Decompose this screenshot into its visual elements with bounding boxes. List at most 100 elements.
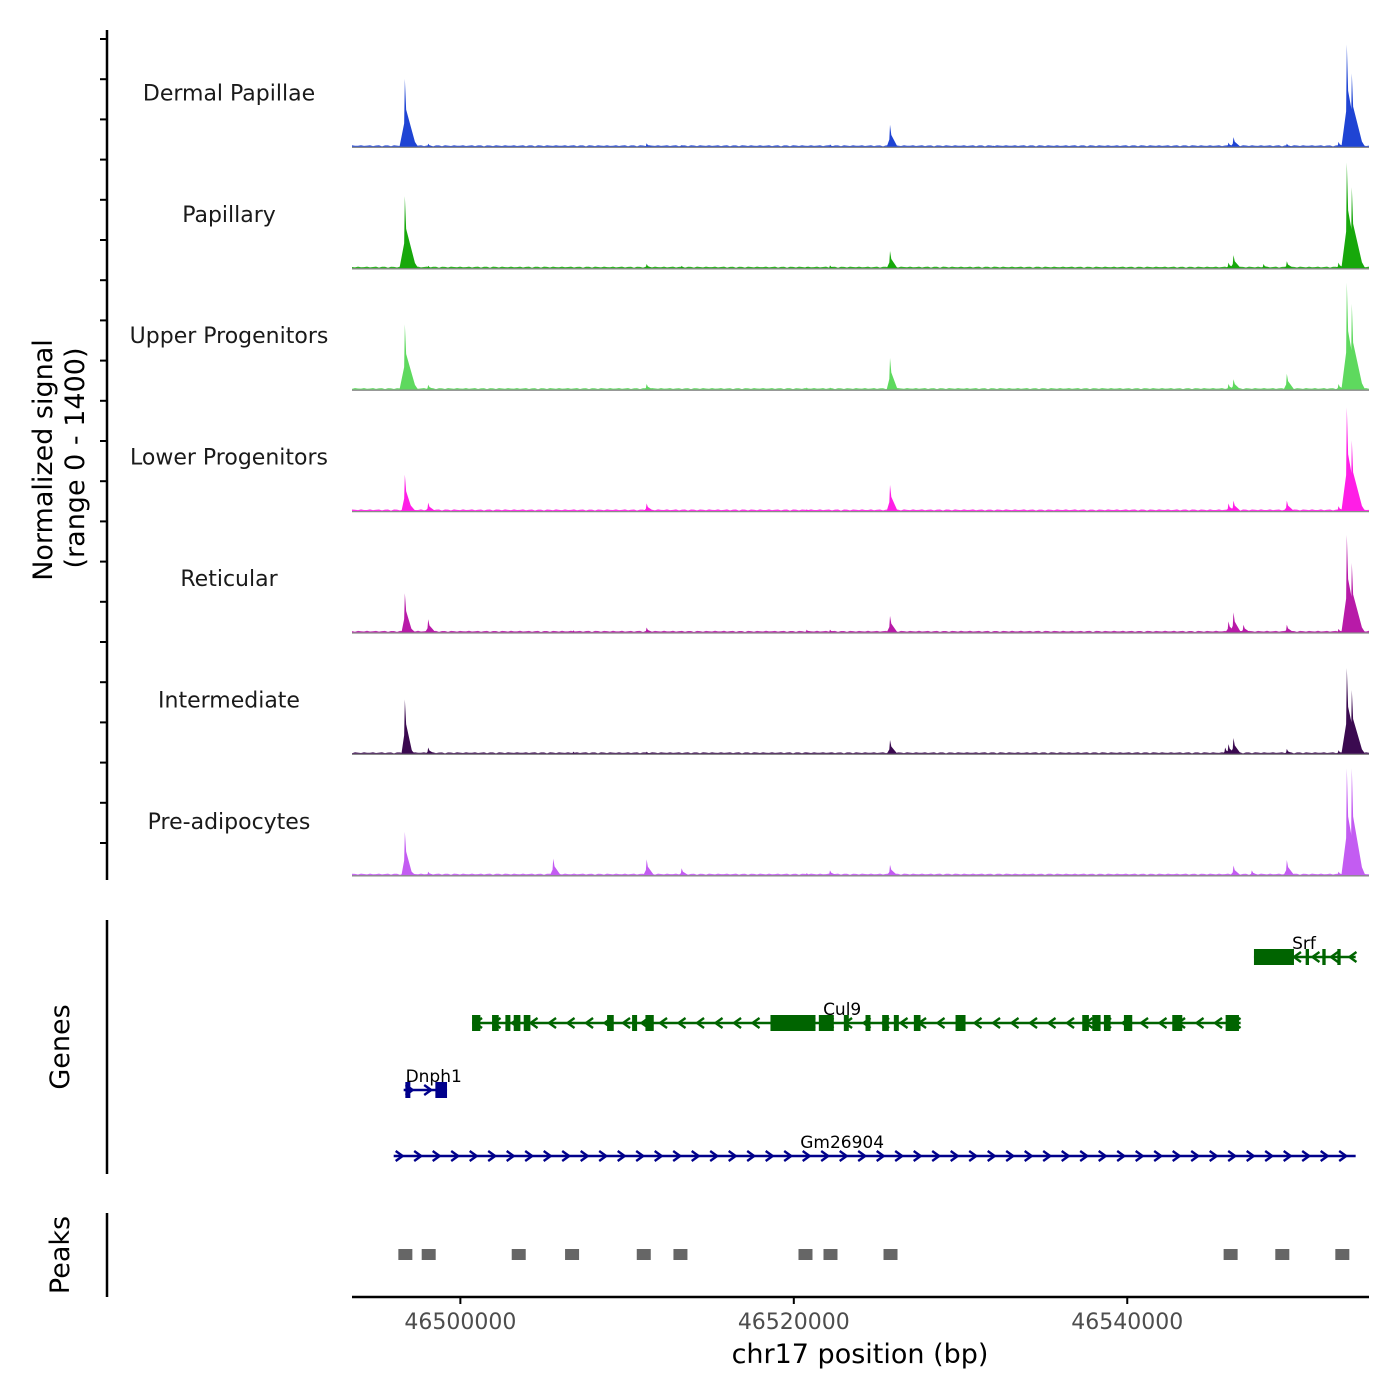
signal-peak	[643, 751, 656, 755]
gene-model: Gm26904	[393, 1133, 1356, 1162]
signal-peak	[1334, 384, 1348, 391]
y-axis-range: (range 0 - 1400)	[60, 348, 91, 569]
peak-region	[798, 1249, 813, 1260]
signal-peak	[1346, 187, 1366, 269]
exon	[632, 1015, 638, 1031]
signal-peak	[643, 143, 656, 148]
strand-chevron	[524, 1150, 535, 1162]
signal-peak	[1229, 737, 1243, 755]
gene-annotations: Srf Cul9 Dnph1 Gm26904	[393, 934, 1358, 1162]
signal-peak	[1283, 748, 1297, 755]
signal-peak	[1346, 73, 1366, 148]
exon	[435, 1082, 448, 1098]
strand-chevron	[690, 1150, 701, 1162]
signal-track: Upper Progenitors	[130, 282, 1369, 391]
peak-region	[565, 1249, 580, 1260]
strand-chevron	[820, 1150, 831, 1162]
signal-peak	[549, 858, 563, 876]
signal-peak	[886, 484, 900, 512]
exon	[1103, 1015, 1111, 1031]
strand-chevron	[1042, 1150, 1053, 1162]
signal-peak	[1346, 303, 1366, 391]
signal-peak	[404, 622, 418, 633]
signal-peak	[401, 474, 415, 512]
signal-peak	[1259, 264, 1273, 269]
signal-peak	[1229, 379, 1243, 391]
signal-track: Intermediate	[158, 668, 1369, 756]
signal-peak	[1346, 768, 1366, 876]
strand-chevron	[1064, 1017, 1075, 1029]
signal-peak	[1224, 384, 1238, 391]
strand-chevron	[713, 1017, 724, 1029]
signal-peak	[1283, 143, 1297, 148]
peak-region	[511, 1249, 526, 1260]
strand-chevron	[1212, 1017, 1223, 1029]
gene-label: Dnph1	[406, 1067, 462, 1087]
signal-peak	[826, 265, 840, 269]
strand-chevron	[583, 1017, 594, 1029]
strand-chevron	[1027, 1017, 1038, 1029]
signal-peak	[1334, 871, 1348, 876]
signal-peak	[1334, 141, 1348, 148]
strand-chevron	[528, 1017, 539, 1029]
strand-chevron	[949, 1150, 960, 1162]
signal-track: Dermal Papillae	[143, 44, 1369, 149]
exon	[492, 1015, 499, 1031]
strand-chevron	[1157, 1017, 1168, 1029]
signal-peak	[1229, 612, 1243, 633]
signal-peak	[678, 265, 691, 269]
signal-peak	[1341, 668, 1361, 755]
signal-peak	[643, 627, 656, 633]
strand-chevron	[1060, 1150, 1071, 1162]
strand-chevron	[653, 1150, 664, 1162]
signal-peak	[1346, 563, 1366, 633]
exon	[770, 1015, 816, 1031]
strand-chevron	[931, 1150, 942, 1162]
peak-region	[398, 1249, 413, 1260]
strand-chevron	[898, 1017, 909, 1029]
signal-peak	[424, 384, 438, 391]
gene-model: Srf	[1253, 934, 1358, 965]
strand-chevron	[1134, 1150, 1145, 1162]
strand-chevron	[1079, 1150, 1090, 1162]
signal-peak	[1224, 142, 1238, 148]
gene-model: Cul9	[472, 1000, 1242, 1031]
strand-chevron	[694, 1017, 705, 1029]
exon	[523, 1015, 531, 1031]
signal-peak	[404, 497, 418, 512]
strand-chevron	[968, 1150, 979, 1162]
strand-chevron	[1190, 1150, 1201, 1162]
strand-chevron	[1301, 1150, 1312, 1162]
signal-peak	[643, 503, 656, 512]
strand-chevron	[990, 1017, 1001, 1029]
strand-chevron	[1227, 1150, 1238, 1162]
signal-peak	[886, 740, 900, 755]
gene-model: Dnph1	[403, 1067, 462, 1098]
strand-chevron	[616, 1150, 627, 1162]
strand-chevron	[1245, 1150, 1256, 1162]
signal-peak	[643, 384, 656, 391]
signal-peak	[399, 324, 419, 391]
strand-chevron	[750, 1017, 761, 1029]
track-label: Upper Progenitors	[130, 324, 329, 349]
signal-peak	[404, 253, 418, 269]
exon	[1337, 949, 1341, 965]
signal-peak	[1341, 534, 1361, 633]
strand-chevron	[635, 1150, 646, 1162]
strand-chevron	[450, 1150, 461, 1162]
strand-chevron	[1338, 1150, 1349, 1162]
strand-chevron	[894, 1150, 905, 1162]
exon	[1172, 1015, 1183, 1031]
strand-chevron	[1208, 1150, 1219, 1162]
signal-peak	[1224, 503, 1238, 512]
signal-peak	[424, 747, 438, 755]
strand-chevron	[1282, 1150, 1293, 1162]
strand-chevron	[1347, 951, 1358, 963]
track-label: Pre-adipocytes	[148, 810, 311, 835]
signal-peak	[886, 864, 900, 876]
peak-region	[1275, 1249, 1290, 1260]
strand-chevron	[986, 1150, 997, 1162]
strand-chevron	[709, 1150, 720, 1162]
signal-peak	[826, 629, 840, 633]
signal-peak	[1334, 506, 1348, 512]
